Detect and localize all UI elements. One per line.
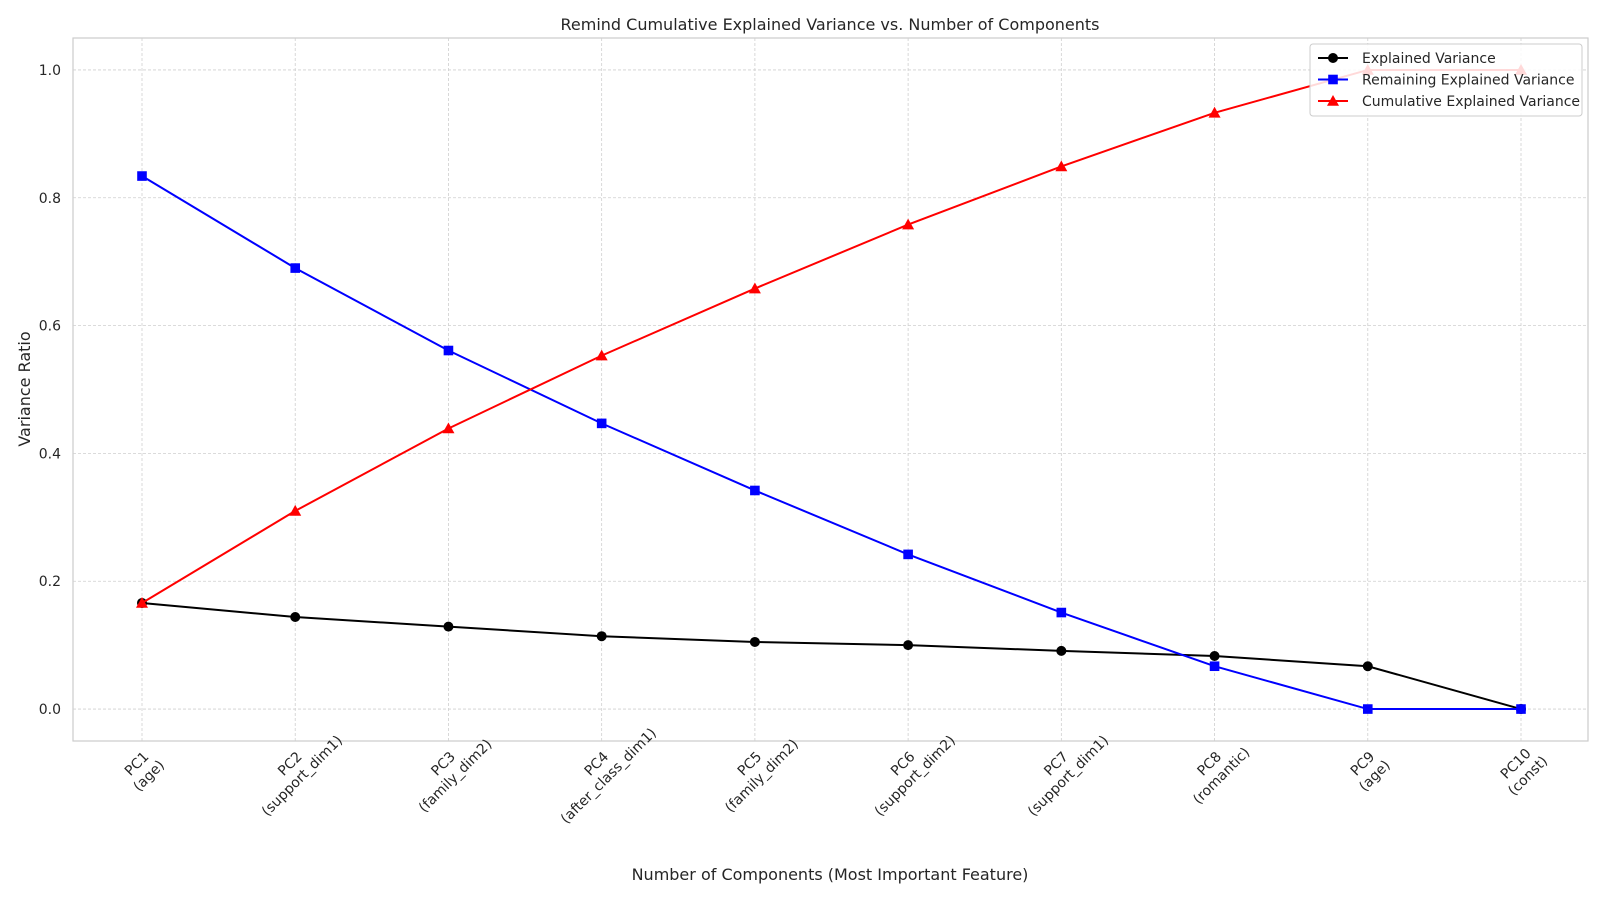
data-point-square xyxy=(750,485,760,496)
data-point-square xyxy=(290,263,301,273)
series-layer xyxy=(136,63,1527,715)
x-tick-feature: (support_dim1) xyxy=(1025,733,1112,820)
data-point-triangle xyxy=(136,596,148,608)
data-point-circle xyxy=(1056,645,1067,656)
x-tick-feature: (support_dim2) xyxy=(872,733,959,820)
data-point-triangle xyxy=(1055,160,1068,172)
data-point-circle xyxy=(903,640,914,651)
data-point-triangle xyxy=(442,422,455,434)
legend-item: Cumulative Explained Variance xyxy=(1318,94,1580,110)
data-point-circle xyxy=(1209,651,1220,662)
y-tick-label: 0.4 xyxy=(39,446,61,462)
data-point-square xyxy=(1209,661,1220,672)
series-line xyxy=(141,175,1521,711)
data-point-square xyxy=(443,345,454,356)
x-tick-feature: (family_dim2) xyxy=(722,736,802,816)
data-point-triangle xyxy=(595,349,608,361)
data-point-circle xyxy=(443,621,454,632)
y-axis-ticks: 0.0 0.2 0.4 0.6 0.8 1.0 xyxy=(39,63,61,718)
x-axis-label: Number of Components (Most Important Fea… xyxy=(632,865,1029,884)
data-point-triangle xyxy=(289,504,302,516)
data-point-triangle xyxy=(748,282,761,294)
series-remaining-explained-variance xyxy=(137,171,1526,714)
data-point-circle xyxy=(596,631,607,642)
legend-label: Remaining Explained Variance xyxy=(1362,73,1574,89)
x-tick-label: PC1(age) xyxy=(118,745,168,795)
y-tick-label: 0.6 xyxy=(39,319,61,335)
x-tick-label: PC10(const) xyxy=(1493,741,1551,799)
data-point-square xyxy=(1362,704,1373,714)
data-point-square xyxy=(1328,74,1338,85)
data-point-square xyxy=(596,418,607,429)
chart-title: Remind Cumulative Explained Variance vs.… xyxy=(561,15,1100,34)
legend-item: Remaining Explained Variance xyxy=(1318,73,1574,89)
x-tick-feature: (romantic) xyxy=(1190,745,1253,808)
data-point-triangle xyxy=(1208,106,1221,118)
data-point-square xyxy=(1516,704,1526,714)
y-tick-label: 0.8 xyxy=(39,191,61,207)
grid xyxy=(73,38,1588,741)
data-point-triangle xyxy=(1327,95,1339,106)
x-tick-feature: (support_dim1) xyxy=(259,733,346,820)
data-point-circle xyxy=(1362,661,1373,672)
data-point-square xyxy=(137,171,147,181)
y-tick-label: 0.0 xyxy=(39,702,61,718)
series-line xyxy=(141,601,1522,711)
x-tick-label: PC8(romantic) xyxy=(1178,733,1253,808)
y-tick-label: 1.0 xyxy=(39,63,61,79)
data-point-square xyxy=(903,549,913,560)
data-point-triangle xyxy=(902,218,915,230)
x-tick-feature: (family_dim2) xyxy=(416,736,496,816)
y-axis-label: Variance Ratio xyxy=(15,331,34,446)
data-point-circle xyxy=(749,636,760,647)
legend: Explained Variance Remaining Explained Va… xyxy=(1309,43,1583,117)
legend-label: Explained Variance xyxy=(1362,51,1496,67)
data-point-square xyxy=(1056,607,1067,618)
legend-box xyxy=(1309,43,1583,117)
data-point-circle xyxy=(290,612,301,623)
legend-label: Cumulative Explained Variance xyxy=(1362,94,1580,110)
series-line xyxy=(141,68,1521,604)
legend-item: Explained Variance xyxy=(1318,51,1496,67)
plot-area xyxy=(72,37,1589,742)
y-tick-label: 0.2 xyxy=(39,574,61,590)
data-point-circle xyxy=(1328,53,1338,63)
x-tick-label: PC9(age) xyxy=(1344,745,1394,795)
